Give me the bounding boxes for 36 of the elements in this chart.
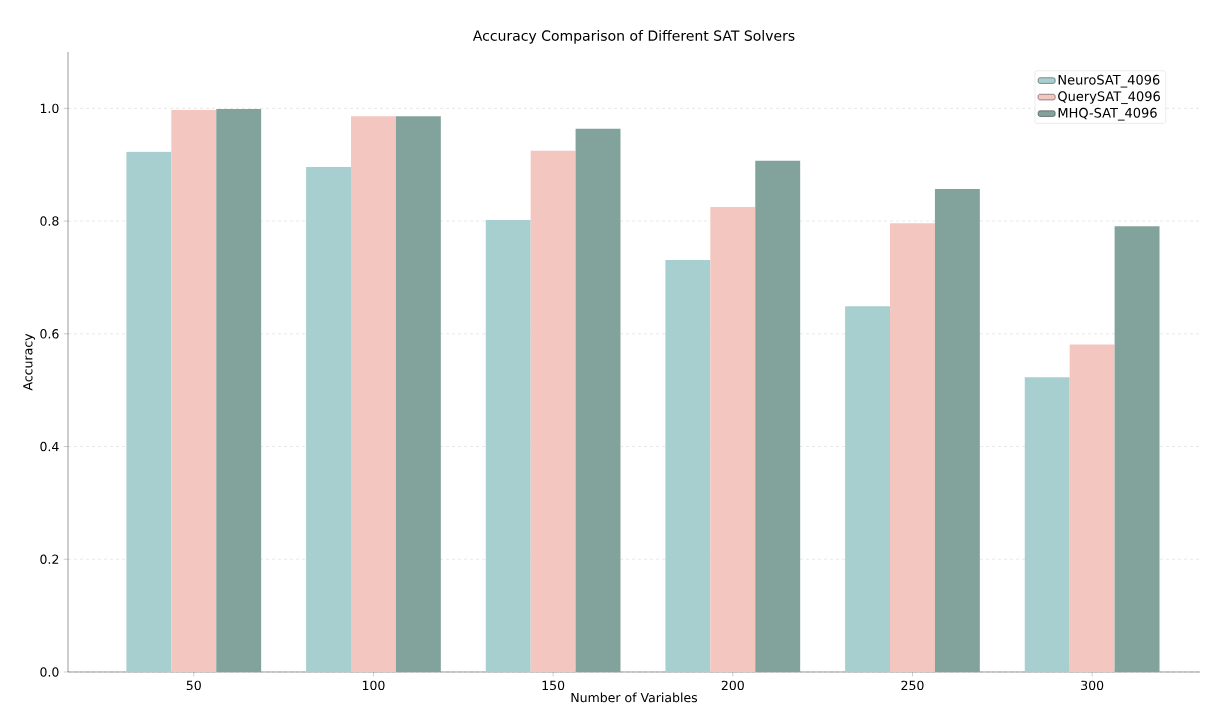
bar (665, 259, 711, 672)
x-tick-label: 200 (721, 680, 744, 691)
y-tick-label: 0.4 (40, 441, 59, 452)
y-tick-label: 1.0 (40, 103, 59, 114)
bar (934, 188, 980, 672)
bar (1114, 226, 1160, 672)
bar (216, 108, 262, 672)
bar (575, 128, 621, 672)
bar (126, 151, 172, 672)
bar (395, 116, 441, 672)
bar (845, 306, 891, 672)
bar (710, 207, 756, 672)
y-tick-label: 0.6 (40, 329, 59, 339)
x-axis-title: Number of Variables (571, 692, 698, 703)
x-tick-label: 300 (1081, 680, 1104, 691)
bar (1069, 344, 1115, 672)
bar (1024, 377, 1070, 672)
bar (755, 160, 801, 672)
y-tick-label: 0.2 (40, 554, 59, 564)
legend-label: MHQ-SAT_4096 (1058, 107, 1157, 121)
bar (171, 110, 217, 672)
bar (890, 223, 935, 672)
y-axis-title: Accuracy (23, 333, 35, 391)
x-tick-label: 50 (186, 680, 201, 691)
x-tick-label: 250 (901, 680, 924, 691)
x-tick-label: 150 (542, 680, 565, 691)
y-tick-label: 0.8 (40, 216, 59, 226)
chart-title: Accuracy Comparison of Different SAT Solvers (472, 30, 795, 44)
x-tick-label: 100 (362, 680, 385, 691)
bar (530, 150, 576, 672)
legend-label: QuerySAT_4096 (1058, 91, 1160, 105)
bar (350, 116, 396, 672)
y-tick-label: 0.0 (40, 667, 59, 677)
bar (485, 219, 531, 672)
legend-label: NeuroSAT_4096 (1058, 74, 1160, 88)
bar (306, 166, 351, 672)
